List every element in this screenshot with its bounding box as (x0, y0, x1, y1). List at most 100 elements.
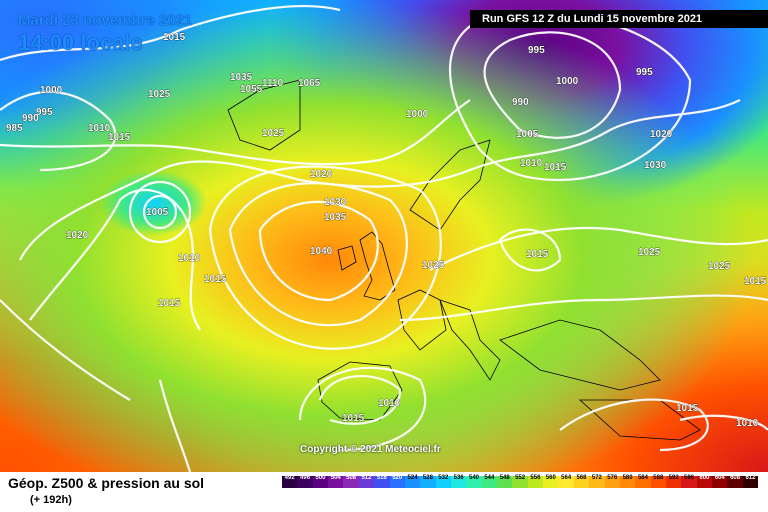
scale-swatch: 564 (558, 475, 574, 488)
scale-swatch: 604 (712, 475, 728, 488)
scale-swatch: 544 (481, 475, 498, 488)
scale-swatch: 612 (742, 475, 759, 488)
isobar-label: 995 (528, 45, 545, 56)
isobar-label: 1030 (324, 197, 347, 208)
scale-value: 576 (607, 475, 618, 481)
isobar-label: 1000 (556, 76, 579, 87)
isobar-label: 1015 (163, 32, 186, 43)
cutoff-low (0, 0, 768, 472)
scale-swatch: 512 (358, 475, 375, 488)
coastlines (227, 79, 701, 441)
isobar-label: 1000 (406, 109, 429, 120)
scale-value: 612 (745, 475, 756, 481)
isobar-label: 1030 (644, 160, 667, 171)
isobar-label: 1040 (310, 246, 333, 257)
isobar-label: 1020 (650, 129, 673, 140)
scale-value: 564 (561, 475, 572, 481)
forecast-map: 1000 995 990 985 1015 1025 1010 1015 1035 1055 111… (0, 0, 768, 472)
scale-value: 536 (453, 475, 464, 481)
scale-swatch: 508 (343, 475, 359, 488)
scale-value: 524 (407, 475, 418, 481)
scale-swatch: 572 (589, 475, 605, 488)
scale-swatch: 492 (282, 475, 298, 488)
isobar-label: 1015 (204, 274, 227, 285)
scale-value: 604 (714, 475, 725, 481)
scale-value: 508 (346, 475, 357, 481)
isobar-label: 1055 (240, 84, 263, 95)
isobar-label: 990 (22, 113, 39, 124)
scale-value: 548 (499, 475, 510, 481)
scale-value: 580 (622, 475, 633, 481)
isobar-label: 1035 (230, 72, 253, 83)
scale-swatch: 556 (527, 475, 544, 488)
scale-swatch: 580 (619, 475, 636, 488)
legend-forecast-offset: (+ 192h) (30, 494, 72, 506)
isobar-label: 1010 (178, 253, 201, 264)
scale-swatch: 600 (696, 475, 713, 488)
scale-value: 512 (361, 475, 372, 481)
scale-value: 556 (530, 475, 541, 481)
scale-swatch: 552 (512, 475, 528, 488)
scale-value: 492 (284, 475, 295, 481)
isobar-label: 1015 (108, 132, 131, 143)
scale-swatch: 568 (573, 475, 590, 488)
isobar-label: 1010 (520, 158, 543, 169)
isobar-label: 1025 (638, 247, 661, 258)
isobar-label: 1010 (88, 123, 111, 134)
isobar-label: 1015 (158, 298, 181, 309)
scale-swatch: 536 (450, 475, 467, 488)
isobar-label: 1010 (736, 418, 759, 429)
isobar-label: 1010 (378, 398, 401, 409)
scale-swatch: 528 (420, 475, 436, 488)
isobar-label: 1035 (324, 212, 347, 223)
scale-value: 592 (668, 475, 679, 481)
scale-value: 584 (637, 475, 648, 481)
isobar-label: 1025 (708, 261, 731, 272)
scale-value: 560 (545, 475, 556, 481)
isobar-label: 995 (636, 67, 653, 78)
scale-value: 516 (376, 475, 387, 481)
scale-swatch: 608 (727, 475, 743, 488)
forecast-time: 14:00 locale (18, 30, 143, 55)
scale-value: 608 (730, 475, 741, 481)
isobar-label: 1015 (744, 276, 767, 287)
scale-swatch: 576 (604, 475, 620, 488)
scale-swatch: 588 (650, 475, 666, 488)
scale-swatch: 592 (665, 475, 682, 488)
scale-value: 504 (330, 475, 341, 481)
isobar-lines (0, 5, 768, 472)
isobar-label: 1000 (40, 85, 63, 96)
isobar-label: 1020 (310, 169, 333, 180)
scale-value: 532 (438, 475, 449, 481)
isobar-label: 1110 (262, 78, 284, 89)
scale-swatch: 548 (497, 475, 513, 488)
isobar-label: 1015 (526, 249, 549, 260)
isobar-label: 1025 (262, 128, 285, 139)
scale-value: 520 (392, 475, 403, 481)
scale-swatch: 540 (466, 475, 482, 488)
scale-swatch: 516 (374, 475, 390, 488)
isobar-label: 1015 (676, 403, 699, 414)
forecast-date: Mardi 23 novembre 2021 (18, 12, 193, 29)
scale-swatch: 520 (389, 475, 405, 488)
scale-swatch: 500 (312, 475, 329, 488)
legend-title: Géop. Z500 & pression au sol (8, 475, 205, 491)
scale-value: 552 (515, 475, 526, 481)
isobar-label: 1065 (298, 78, 321, 89)
isobar-label: 990 (512, 97, 529, 108)
isobar-label: 995 (36, 107, 53, 118)
isobar-label: 1025 (422, 260, 445, 271)
scale-value: 500 (315, 475, 326, 481)
scale-value: 600 (699, 475, 710, 481)
isobar-label: 1015 (342, 413, 365, 424)
scale-swatch: 496 (297, 475, 313, 488)
isobar-label: 1005 (516, 129, 539, 140)
isobar-label: 1020 (66, 230, 89, 241)
scale-value: 572 (591, 475, 602, 481)
scale-value: 496 (300, 475, 311, 481)
legend-footer: Géop. Z500 & pression au sol (+ 192h) 49… (0, 472, 768, 512)
run-info: Run GFS 12 Z du Lundi 15 novembre 2021 (470, 10, 768, 28)
scale-value: 568 (576, 475, 587, 481)
scale-value: 596 (684, 475, 695, 481)
copyright-notice: Copyright © 2021 Meteociel.fr (300, 444, 441, 455)
